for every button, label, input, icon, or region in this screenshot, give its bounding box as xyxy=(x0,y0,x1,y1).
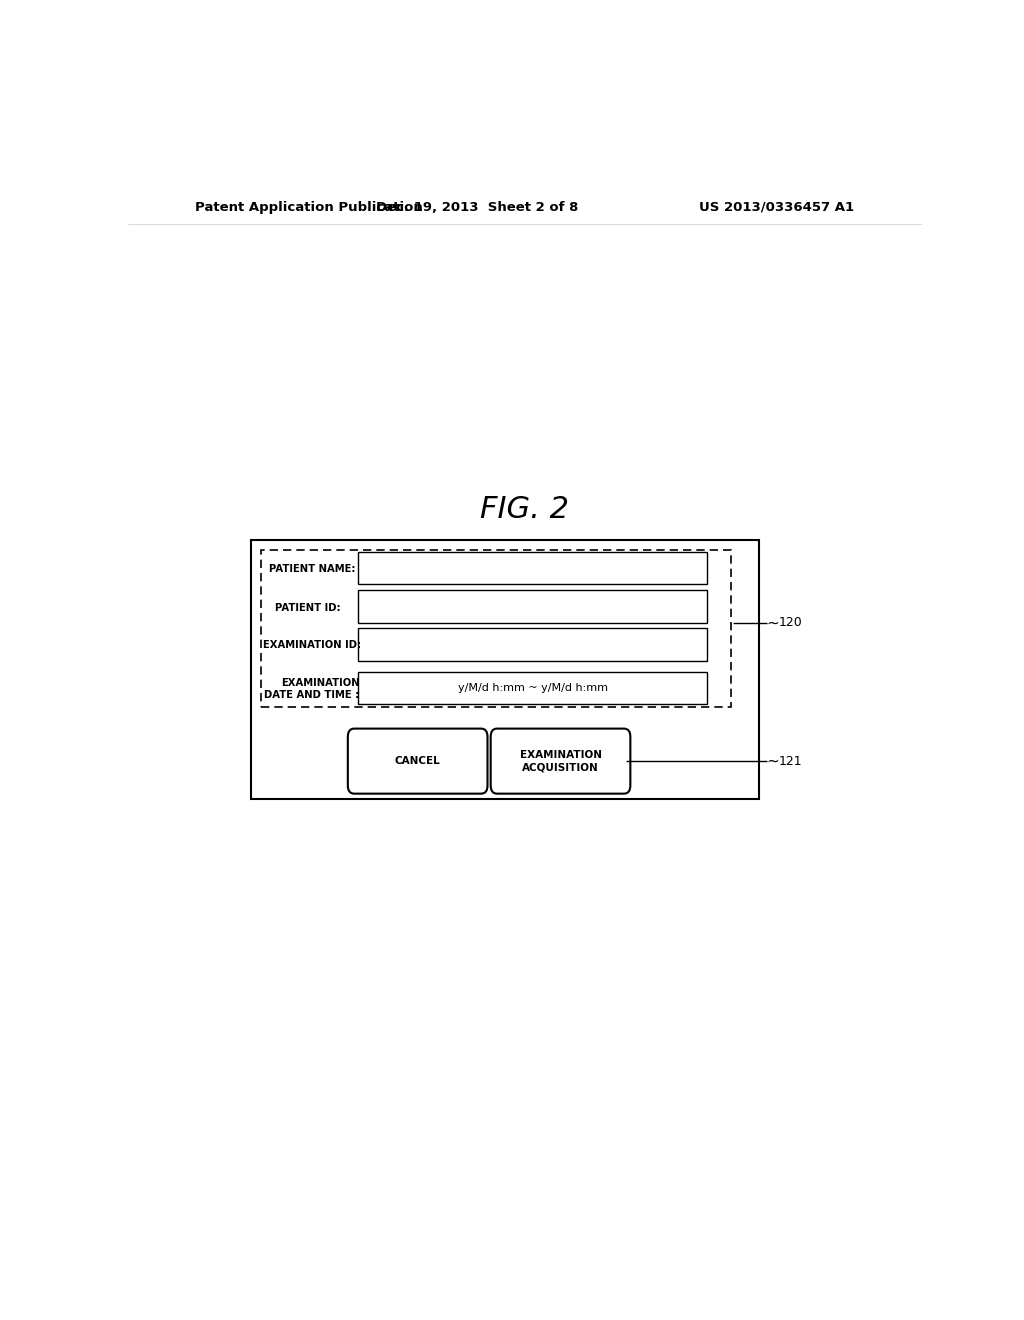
Bar xyxy=(358,590,708,623)
Bar xyxy=(358,628,708,660)
FancyBboxPatch shape xyxy=(490,729,631,793)
Bar xyxy=(251,540,759,799)
Text: ~: ~ xyxy=(767,615,779,631)
Text: FIG. 2: FIG. 2 xyxy=(480,495,569,524)
FancyBboxPatch shape xyxy=(348,729,487,793)
Bar xyxy=(358,672,708,704)
Text: ~: ~ xyxy=(767,754,779,768)
Bar xyxy=(261,549,731,708)
Text: US 2013/0336457 A1: US 2013/0336457 A1 xyxy=(699,201,854,214)
Text: PATIENT ID:: PATIENT ID: xyxy=(274,603,340,612)
Text: PATIENT NAME:: PATIENT NAME: xyxy=(269,564,355,574)
Text: CANCEL: CANCEL xyxy=(395,756,440,766)
Text: Patent Application Publication: Patent Application Publication xyxy=(196,201,423,214)
Text: Dec. 19, 2013  Sheet 2 of 8: Dec. 19, 2013 Sheet 2 of 8 xyxy=(376,201,579,214)
Bar xyxy=(358,552,708,585)
Text: EXAMINATION ID:: EXAMINATION ID: xyxy=(263,640,361,651)
Text: 120: 120 xyxy=(778,616,803,630)
Text: 121: 121 xyxy=(778,755,803,768)
Text: EXAMINATION
ACQUISITION: EXAMINATION ACQUISITION xyxy=(519,750,601,772)
Text: y/M/d h:mm ~ y/M/d h:mm: y/M/d h:mm ~ y/M/d h:mm xyxy=(458,682,607,693)
Text: EXAMINATION
DATE AND TIME :: EXAMINATION DATE AND TIME : xyxy=(264,677,359,700)
